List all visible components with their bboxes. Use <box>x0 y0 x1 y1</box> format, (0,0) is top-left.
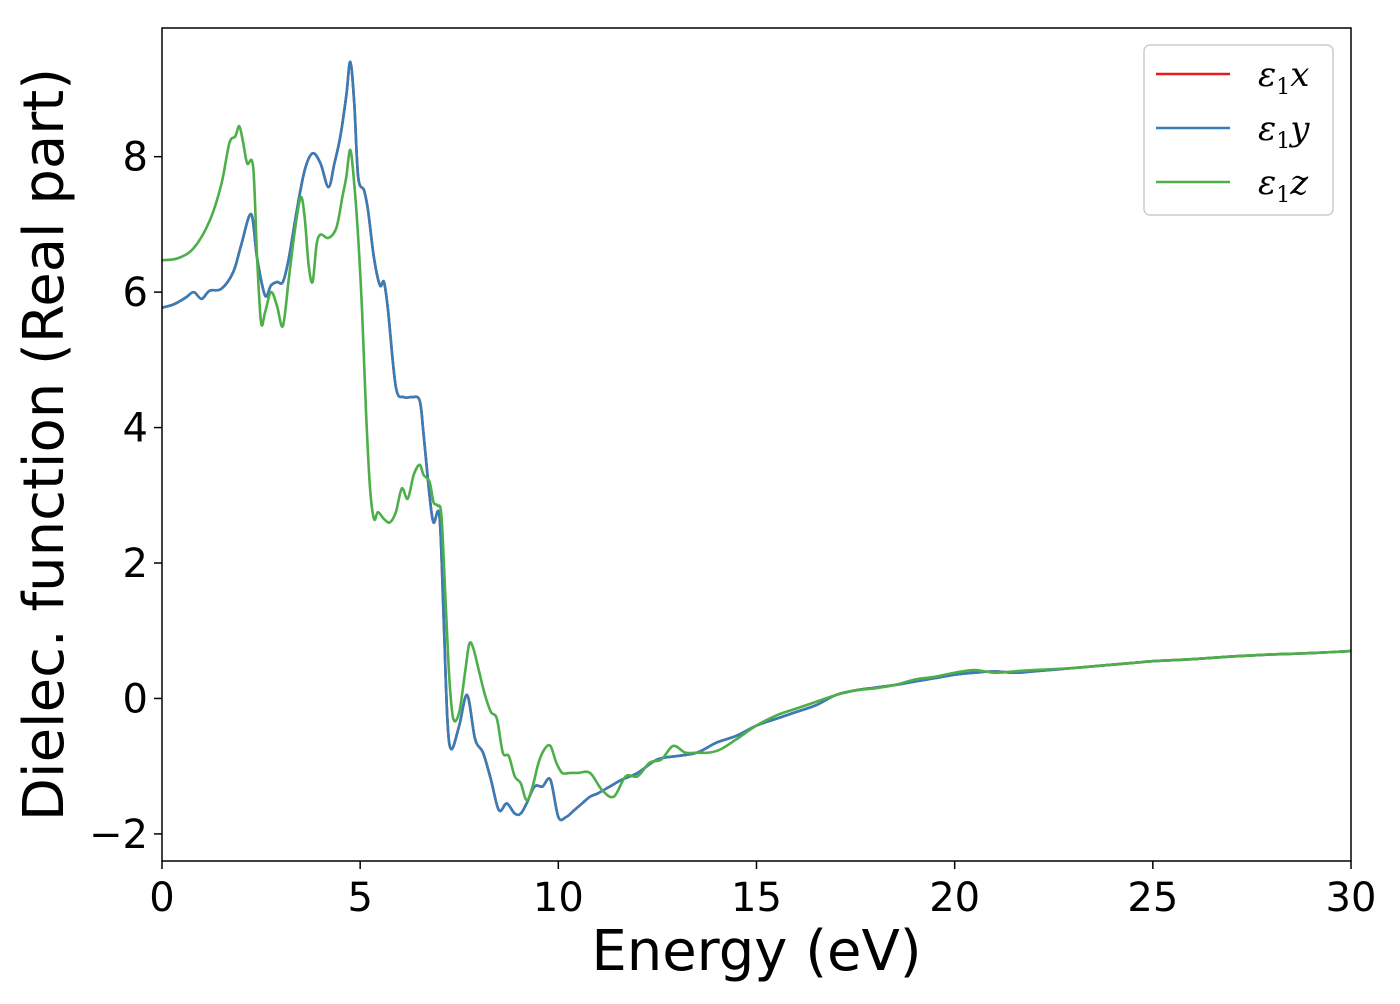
x-tick-label: 30 <box>1326 875 1377 921</box>
legend-component: x <box>1290 55 1309 95</box>
legend-box <box>1143 44 1334 216</box>
y-tick-label: 2 <box>123 541 148 587</box>
legend-label-x: ε1x <box>1258 55 1309 100</box>
legend-symbol: ε <box>1258 55 1276 95</box>
x-tick-label: 15 <box>731 875 782 921</box>
y-tick-label: 8 <box>123 135 148 181</box>
y-tick-label: 6 <box>123 270 148 316</box>
legend-component: y <box>1288 109 1310 149</box>
legend-symbol: ε <box>1258 163 1276 203</box>
legend-subscript: 1 <box>1276 129 1290 154</box>
legend-subscript: 1 <box>1276 75 1290 100</box>
x-tick-label: 10 <box>533 875 584 921</box>
x-tick-label: 25 <box>1127 875 1178 921</box>
x-tick-label: 5 <box>347 875 372 921</box>
y-tick-label: 4 <box>123 406 148 452</box>
legend-component: z <box>1289 163 1309 203</box>
x-tick-label: 0 <box>149 875 174 921</box>
legend-label-z: ε1z <box>1258 163 1309 208</box>
x-axis-label: Energy (eV) <box>591 919 921 984</box>
legend-symbol: ε <box>1258 109 1276 149</box>
y-axis-label: Dielec. function (Real part) <box>12 68 77 821</box>
legend-subscript: 1 <box>1276 183 1290 208</box>
series-line-z <box>162 124 1351 802</box>
x-tick-label: 20 <box>929 875 980 921</box>
series-layer <box>162 60 1351 822</box>
y-tick-label: −2 <box>89 812 148 858</box>
y-tick-label: 0 <box>123 676 148 722</box>
legend-label-y: ε1y <box>1258 109 1310 154</box>
